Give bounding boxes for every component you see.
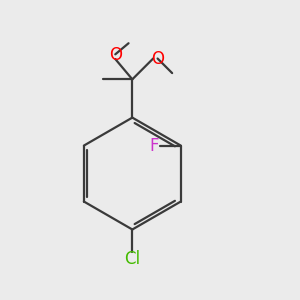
Text: F: F (149, 136, 158, 154)
Text: O: O (109, 46, 122, 64)
Text: O: O (151, 50, 164, 68)
Text: Cl: Cl (124, 250, 140, 268)
